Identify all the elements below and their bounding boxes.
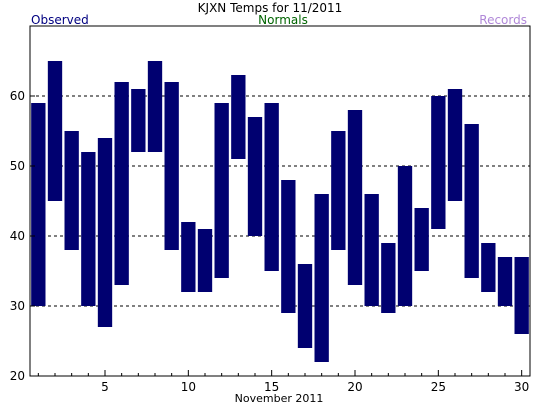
temp-bar-day-9 — [164, 82, 179, 250]
x-tick-label-20: 20 — [347, 380, 362, 394]
temp-bar-day-4 — [81, 152, 96, 306]
temp-bar-day-14 — [247, 117, 263, 236]
temp-bar-day-15 — [264, 103, 279, 271]
y-tick-label-50: 50 — [10, 159, 25, 173]
temp-bar-day-20 — [347, 110, 363, 285]
temp-bar-day-11 — [197, 229, 213, 292]
axis-ticks — [30, 95, 523, 377]
temp-bar-day-27 — [464, 124, 479, 278]
temp-bar-day-29 — [497, 257, 513, 306]
x-tick-label-10: 10 — [181, 380, 196, 394]
temp-bar-day-24 — [414, 208, 429, 271]
chart-title: KJXN Temps for 11/2011 — [198, 1, 343, 15]
legend-normals: Normals — [258, 13, 308, 27]
x-axis-label: November 2011 — [235, 392, 324, 405]
temp-bar-day-5 — [97, 138, 113, 327]
temperature-bars — [31, 61, 529, 362]
temp-bar-day-21 — [364, 194, 379, 306]
temp-bar-day-18 — [314, 194, 329, 362]
tick-labels: 20 30 40 50 60 5 10 15 20 25 30 — [10, 89, 530, 394]
temp-bar-day-10 — [181, 222, 196, 292]
temp-bar-day-26 — [447, 89, 463, 201]
y-tick-label-20: 20 — [10, 369, 25, 383]
y-tick-label-40: 40 — [10, 229, 25, 243]
y-tick-label-30: 30 — [10, 299, 25, 313]
gridlines — [30, 95, 530, 307]
temp-bar-day-25 — [431, 96, 446, 229]
temp-bar-day-6 — [114, 82, 129, 285]
plot-frame — [29, 25, 531, 377]
x-tick-label-5: 5 — [101, 380, 109, 394]
y-tick-label-60: 60 — [10, 89, 25, 103]
temp-bar-day-3 — [64, 131, 79, 250]
temp-bar-day-1 — [31, 103, 46, 306]
temp-bar-day-19 — [331, 131, 346, 250]
x-tick-label-25: 25 — [431, 380, 446, 394]
temp-bar-day-12 — [214, 103, 229, 278]
temp-bar-day-28 — [481, 243, 496, 292]
x-tick-label-15: 15 — [264, 380, 279, 394]
temp-bar-day-17 — [297, 264, 313, 348]
temp-bar-day-30 — [514, 257, 529, 334]
temp-bar-day-23 — [397, 166, 413, 306]
temp-bar-day-22 — [381, 243, 396, 313]
temp-bar-day-2 — [47, 61, 63, 201]
temp-bar-day-8 — [147, 61, 163, 152]
temp-bar-day-16 — [281, 180, 296, 313]
x-tick-label-30: 30 — [514, 380, 529, 394]
temp-bar-day-7 — [131, 89, 146, 152]
legend-observed: Observed — [31, 13, 89, 27]
temp-bar-day-13 — [231, 75, 246, 159]
legend-records: Records — [479, 13, 527, 27]
